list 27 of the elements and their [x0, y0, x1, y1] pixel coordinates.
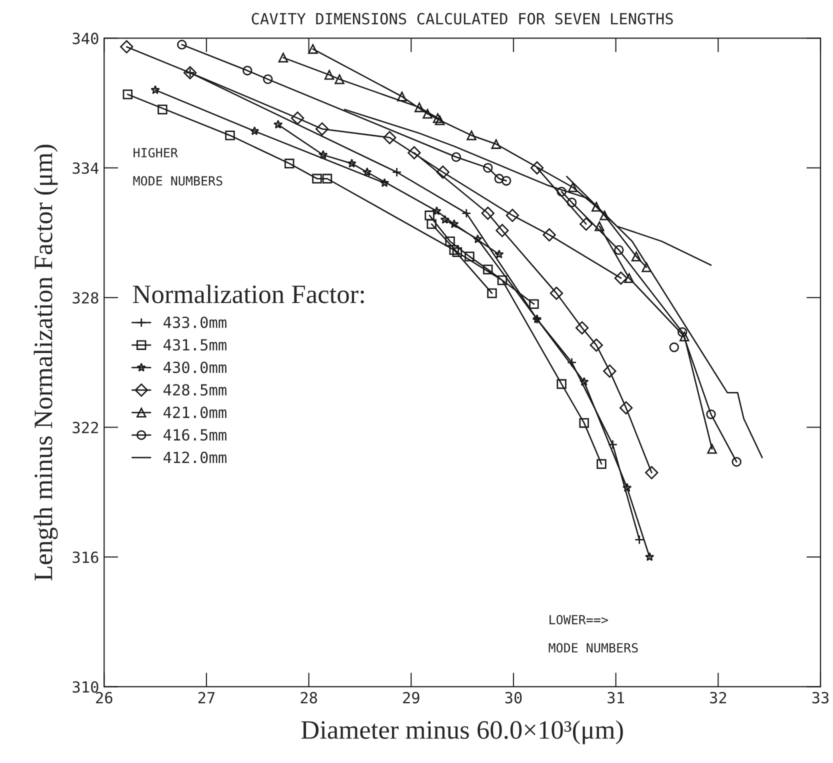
legend-label: 416.5mm — [164, 429, 226, 441]
chart-title: CAVITY DIMENSIONS CALCULATED FOR SEVEN LENGTHS — [252, 12, 673, 24]
y-tick-label: 310 — [72, 681, 98, 693]
x-tick-label: 30 — [505, 692, 522, 704]
y-tick-label: 328 — [72, 292, 98, 304]
legend-label: 412.0mm — [164, 452, 226, 464]
x-tick-label: 27 — [198, 692, 215, 704]
y-axis-title: Length minus Normalization Factor (μm) — [34, 144, 58, 581]
legend-label: 421.0mm — [164, 406, 226, 418]
legend-label: 431.5mm — [164, 339, 226, 351]
legend-label: 428.5mm — [164, 384, 226, 396]
legend-label: 430.0mm — [164, 362, 226, 374]
x-tick-label: 33 — [812, 692, 829, 704]
y-tick-label: 340 — [72, 32, 98, 44]
x-tick-label: 28 — [300, 692, 318, 704]
x-tick-label: 31 — [608, 692, 624, 704]
y-tick-label: 322 — [72, 422, 98, 434]
x-tick-label: 32 — [710, 692, 726, 704]
y-tick-label: 316 — [72, 551, 98, 564]
legend-label: 433.0mm — [164, 316, 226, 328]
x-tick-label: 26 — [96, 692, 112, 704]
legend-title: Normalization Factor: — [132, 284, 364, 304]
x-axis-title: Diameter minus 60.0×10³(μm) — [301, 720, 623, 744]
text: HIGHER MODE NUMBERS — [133, 148, 222, 186]
x-tick-label: 29 — [403, 692, 420, 704]
y-tick-label: 334 — [72, 162, 99, 174]
text: LOWER==> MODE NUMBERS — [548, 614, 638, 653]
